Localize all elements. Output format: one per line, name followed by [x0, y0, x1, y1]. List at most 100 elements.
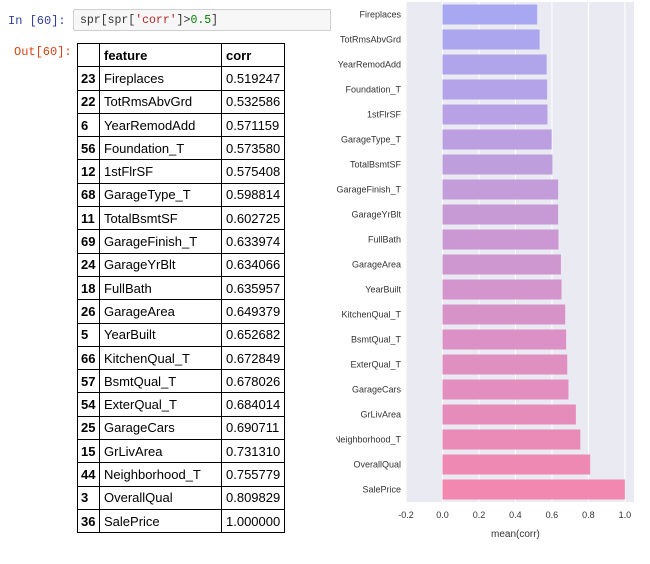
y-tick-label: Foundation_T — [345, 85, 401, 95]
feature-header: feature — [99, 42, 222, 68]
x-tick-label: 0.4 — [509, 510, 522, 520]
row-index: 15 — [77, 439, 100, 464]
bar — [442, 404, 576, 425]
table-row: 3 OverallQual 0.809829 — [77, 485, 286, 510]
code-number: 0.5 — [190, 14, 212, 27]
row-index: 26 — [77, 299, 100, 324]
corr-cell: 0.602725 — [220, 206, 286, 231]
corr-cell: 0.690711 — [220, 415, 286, 441]
feature-cell: GarageYrBlt — [99, 252, 222, 277]
y-tick-label: YearBuilt — [365, 285, 401, 295]
corr-header: corr — [220, 42, 286, 68]
code-text: spr[spr[ — [80, 14, 136, 27]
corr-cell: 1.000000 — [220, 508, 286, 534]
bar — [442, 54, 547, 75]
table-row: 36 SalePrice 1.000000 — [77, 508, 286, 534]
table-row: 66 KitchenQual_T 0.672849 — [77, 345, 286, 371]
feature-cell: ExterQual_T — [99, 392, 222, 417]
feature-cell: TotRmsAbvGrd — [99, 89, 222, 114]
bar — [442, 354, 568, 375]
row-index: 18 — [77, 275, 100, 301]
table-row: 69 GarageFinish_T 0.633974 — [77, 229, 286, 254]
corr-cell: 0.755779 — [220, 462, 286, 487]
feature-cell: BsmtQual_T — [99, 369, 222, 394]
feature-cell: GarageType_T — [99, 182, 222, 208]
feature-cell: Foundation_T — [99, 136, 222, 161]
table-row: 56 Foundation_T 0.573580 — [77, 136, 286, 161]
row-index: 44 — [77, 462, 100, 487]
y-tick-label: BsmtQual_T — [351, 335, 402, 345]
y-tick-label: KitchenQual_T — [341, 310, 401, 320]
row-index: 11 — [77, 206, 100, 231]
corr-cell: 0.678026 — [220, 369, 286, 394]
bar — [442, 204, 559, 225]
corr-cell: 0.519247 — [220, 66, 286, 91]
corr-cell: 0.532586 — [220, 89, 286, 114]
y-tick-label: ExterQual_T — [350, 360, 401, 370]
y-tick-label: TotalBsmtSF — [350, 160, 402, 170]
corr-cell: 0.649379 — [220, 299, 286, 324]
x-tick-label: 0.8 — [582, 510, 595, 520]
row-index: 6 — [77, 112, 100, 138]
y-tick-label: SalePrice — [362, 485, 401, 495]
bar — [442, 429, 581, 450]
y-tick-label: 1stFlrSF — [367, 110, 402, 120]
table-row: 22 TotRmsAbvGrd 0.532586 — [77, 89, 286, 114]
code-text: ] — [211, 14, 219, 27]
feature-cell: GrLivArea — [99, 439, 222, 464]
y-tick-label: GarageArea — [352, 260, 401, 270]
y-tick-label: Neighborhood_T — [336, 435, 401, 445]
y-tick-label: GarageCars — [352, 385, 402, 395]
table-row: 15 GrLivArea 0.731310 — [77, 439, 286, 464]
feature-cell: GarageArea — [99, 299, 222, 324]
corr-cell: 0.575408 — [220, 159, 286, 184]
bar — [442, 129, 552, 150]
corr-cell: 0.672849 — [220, 345, 286, 371]
row-index: 3 — [77, 485, 100, 510]
feature-cell: OverallQual — [99, 485, 222, 510]
row-index: 68 — [77, 182, 100, 208]
row-index: 57 — [77, 369, 100, 394]
index-header — [77, 42, 100, 68]
corr-cell: 0.571159 — [220, 112, 286, 138]
table-header-row: feature corr — [77, 42, 286, 68]
code-string: 'corr' — [135, 14, 177, 27]
feature-cell: Fireplaces — [99, 66, 222, 91]
x-axis-label: mean(corr) — [491, 529, 540, 540]
correlation-bar-chart: -0.2 0.0 0.2 0.4 0.6 0.8 1.0 Fireplaces TotRmsAb… — [336, 2, 634, 540]
x-tick-label: 0.6 — [546, 510, 559, 520]
corr-cell: 0.598814 — [220, 182, 286, 208]
code-cell-input[interactable]: spr[spr['corr']>0.5] — [73, 9, 331, 31]
corr-cell: 0.652682 — [220, 322, 286, 347]
bar — [442, 29, 540, 50]
input-prompt: In [60]: — [8, 14, 66, 28]
feature-cell: Neighborhood_T — [99, 462, 222, 487]
y-tick-label: GarageYrBlt — [351, 210, 401, 220]
row-index: 24 — [77, 252, 100, 277]
feature-cell: YearBuilt — [99, 322, 222, 347]
row-index: 54 — [77, 392, 100, 417]
bar — [442, 254, 561, 275]
y-tick-label: Fireplaces — [359, 10, 401, 20]
y-tick-label: OverallQual — [353, 460, 401, 470]
bar — [442, 479, 625, 500]
feature-cell: YearRemodAdd — [99, 112, 222, 138]
dataframe-table: feature corr 23 Fireplaces 0.519247 22 TotRm… — [77, 42, 286, 534]
table-row: 12 1stFlrSF 0.575408 — [77, 159, 286, 184]
x-tick-label: 1.0 — [619, 510, 632, 520]
table-row: 11 TotalBsmtSF 0.602725 — [77, 206, 286, 231]
row-index: 25 — [77, 415, 100, 441]
row-index: 56 — [77, 136, 100, 161]
table-row: 5 YearBuilt 0.652682 — [77, 322, 286, 347]
x-tick-label: 0.0 — [436, 510, 449, 520]
feature-cell: FullBath — [99, 275, 222, 301]
bar — [442, 154, 553, 175]
table-row: 26 GarageArea 0.649379 — [77, 299, 286, 324]
corr-cell: 0.634066 — [220, 252, 286, 277]
output-prompt: Out[60]: — [14, 45, 72, 59]
feature-cell: TotalBsmtSF — [99, 206, 222, 231]
code-text: ]> — [176, 14, 191, 27]
table-row: 23 Fireplaces 0.519247 — [77, 66, 286, 91]
feature-cell: KitchenQual_T — [99, 345, 222, 371]
row-index: 69 — [77, 229, 100, 254]
